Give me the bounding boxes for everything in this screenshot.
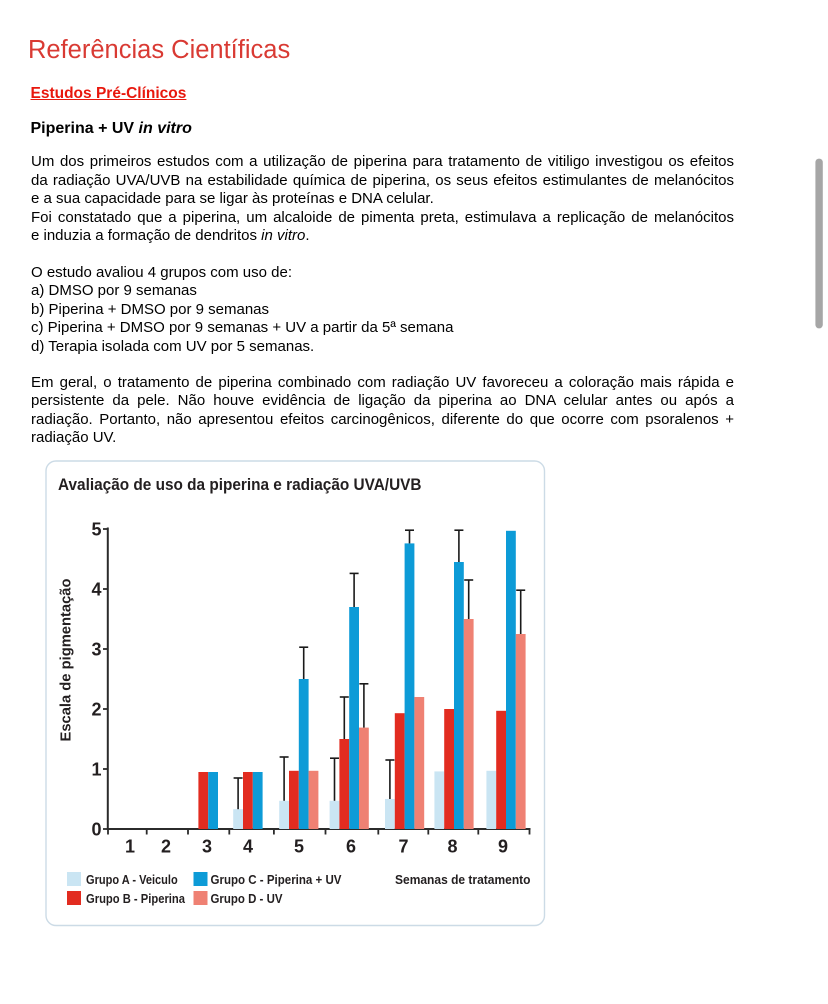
- svg-text:Semanas de tratamento: Semanas de tratamento: [395, 872, 531, 887]
- svg-text:2: 2: [161, 837, 171, 857]
- svg-text:3: 3: [202, 837, 212, 857]
- svg-text:3: 3: [91, 640, 101, 660]
- svg-text:7: 7: [398, 837, 408, 857]
- svg-text:Grupo B - Piperina: Grupo B - Piperina: [86, 891, 186, 906]
- svg-text:4: 4: [91, 580, 101, 600]
- svg-text:1: 1: [125, 837, 135, 857]
- svg-text:Grupo A - Veiculo: Grupo A - Veiculo: [86, 872, 178, 887]
- svg-text:5: 5: [294, 837, 304, 857]
- svg-text:2: 2: [91, 700, 101, 720]
- svg-text:4: 4: [243, 837, 253, 857]
- svg-text:9: 9: [498, 837, 508, 857]
- svg-text:0: 0: [91, 820, 101, 840]
- svg-text:Grupo D - UV: Grupo D - UV: [211, 891, 283, 906]
- svg-text:Grupo C - Piperina + UV: Grupo C - Piperina + UV: [211, 872, 342, 887]
- svg-text:Escala de pigmentação: Escala de pigmentação: [58, 579, 75, 742]
- svg-text:6: 6: [346, 837, 356, 857]
- svg-text:1: 1: [91, 760, 101, 780]
- svg-text:8: 8: [447, 837, 457, 857]
- svg-text:5: 5: [91, 520, 101, 540]
- svg-text:Avaliação de uso da piperina e: Avaliação de uso da piperina e radiação …: [58, 475, 422, 494]
